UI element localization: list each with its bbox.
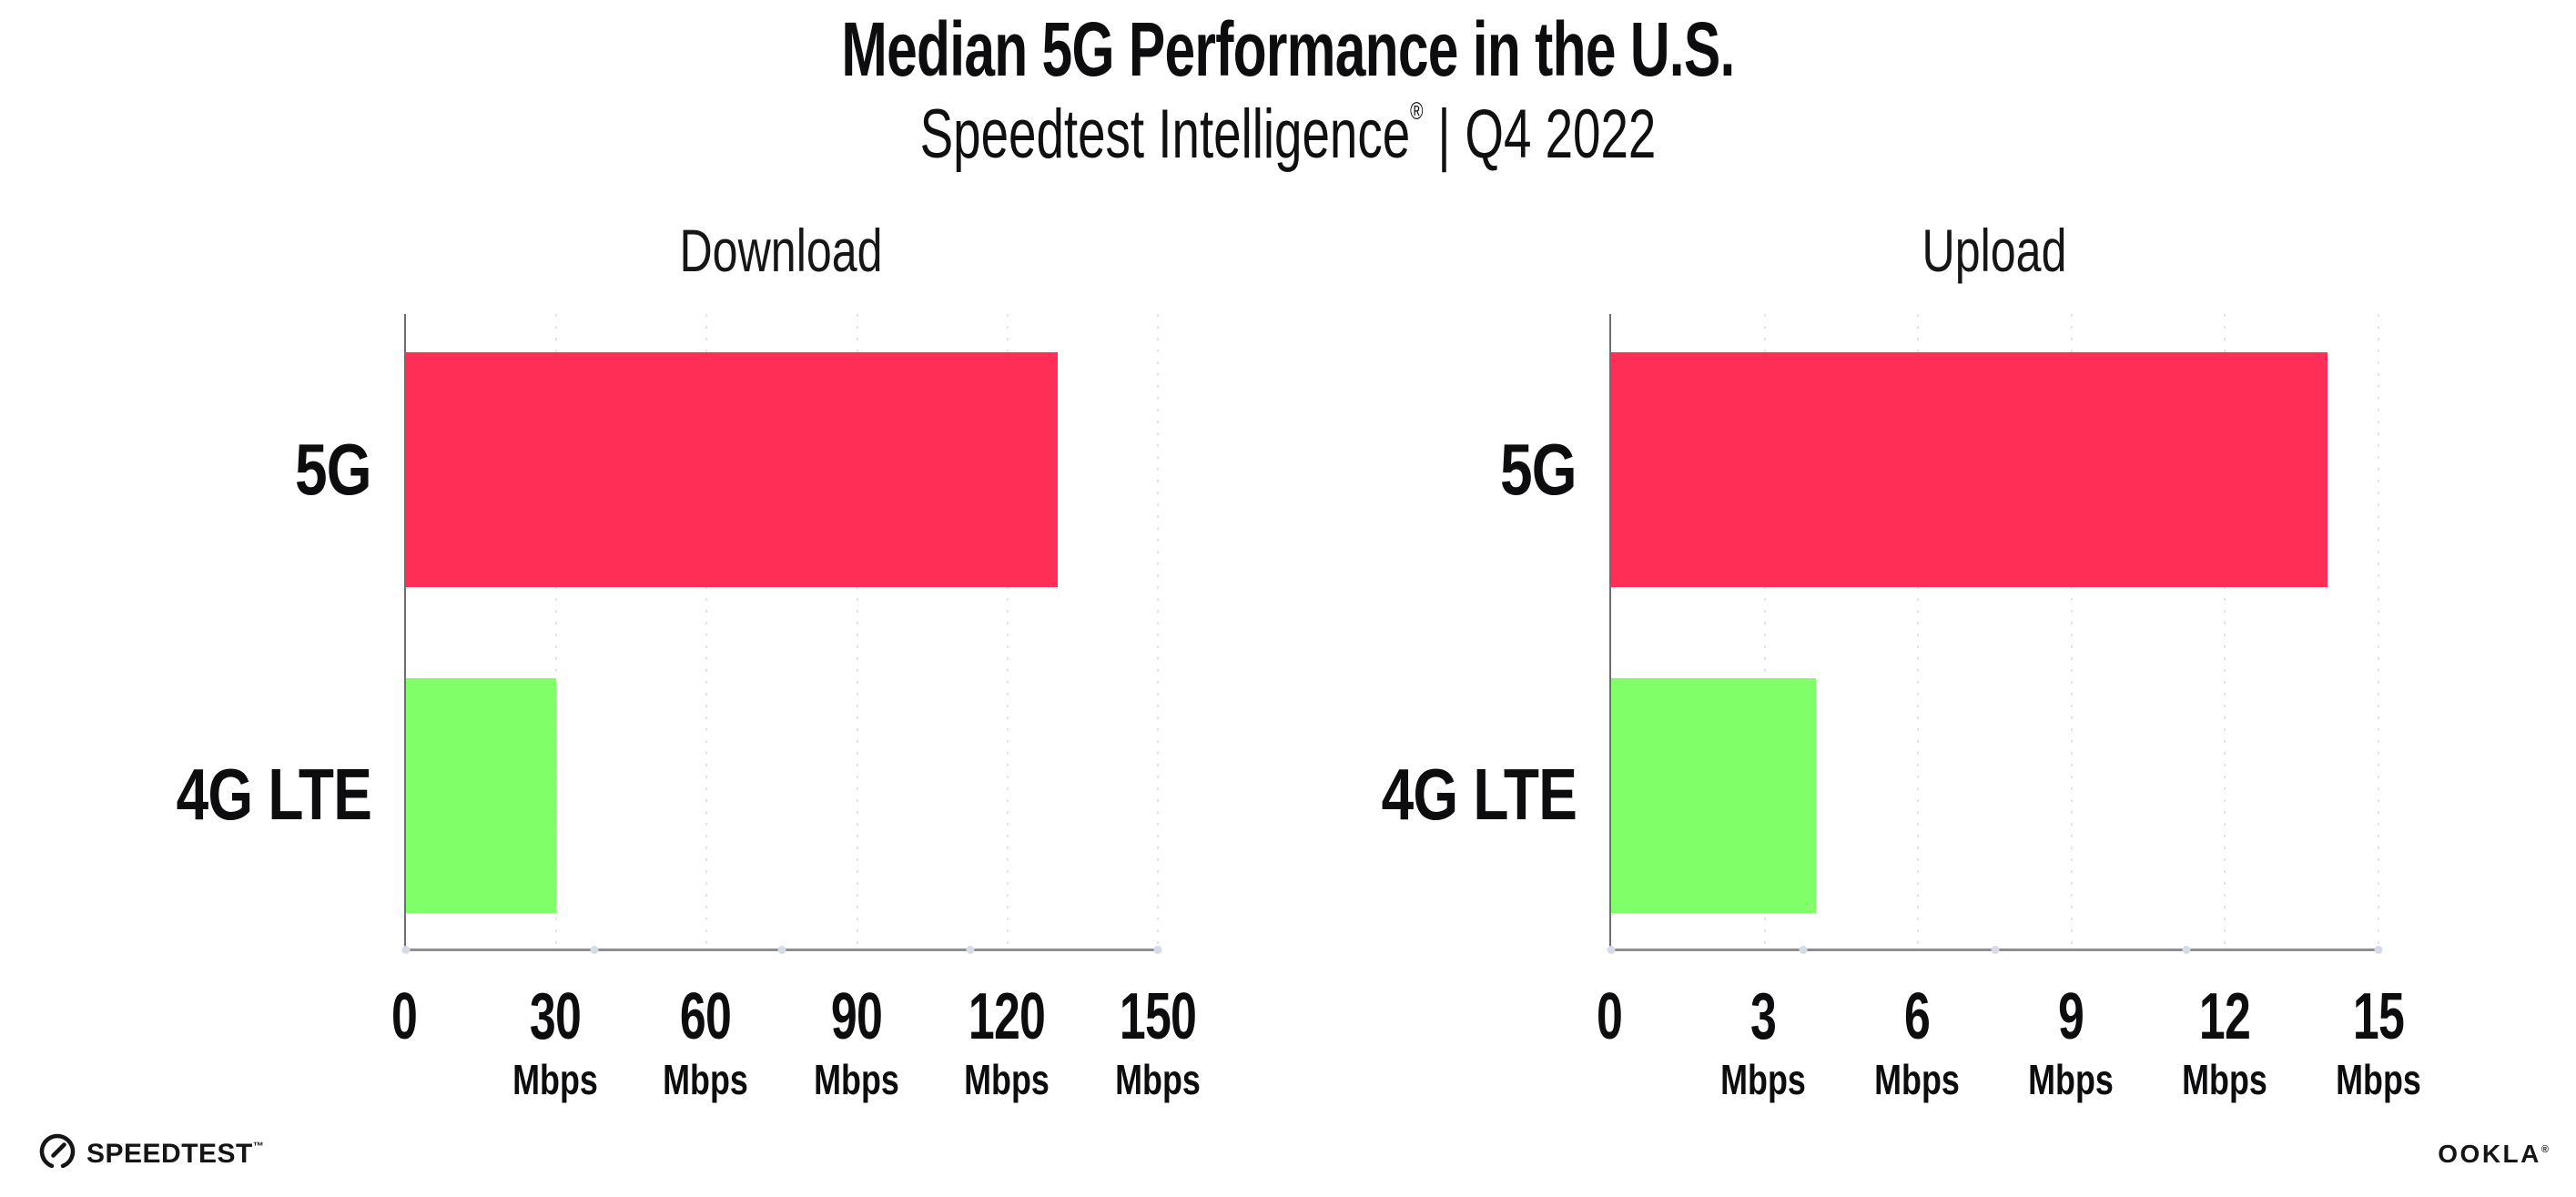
x-tick: 90 Mbps — [802, 984, 911, 1103]
x-tick-unit: Mbps — [663, 1056, 749, 1103]
gridline — [705, 314, 708, 948]
x-tick-value: 3 — [1749, 980, 1777, 1053]
download-x-axis: 0 30 Mbps 60 Mbps 90 Mbps 120 Mbps 150 M… — [391, 951, 1201, 1106]
x-tick: 0 — [386, 984, 421, 1057]
x-tick-value: 150 — [1119, 980, 1197, 1053]
axis-tick-dot — [777, 946, 786, 954]
x-tick-unit: Mbps — [1720, 1056, 1806, 1103]
axis-tick-dot — [1153, 946, 1162, 954]
axis-tick-dot — [1799, 946, 1808, 954]
gridline — [1917, 314, 1920, 948]
download-chart-title: Download — [679, 217, 883, 284]
category-label-4g-lte: 4G LTE — [176, 754, 372, 835]
speedtest-wordmark: SPEEDTEST™ — [86, 1139, 264, 1170]
subtitle-brand: Speedtest Intelligence — [919, 96, 1411, 173]
x-tick-unit: Mbps — [2336, 1056, 2421, 1103]
x-tick-unit: Mbps — [2028, 1056, 2114, 1103]
x-tick: 9 Mbps — [2016, 984, 2125, 1103]
axis-tick-dot — [1607, 946, 1616, 954]
gridline — [1006, 314, 1009, 948]
x-tick-unit: Mbps — [1115, 1056, 1201, 1103]
ookla-wordmark-text: OOKLA — [2438, 1140, 2541, 1168]
speedtest-gauge-icon — [38, 1132, 76, 1175]
page-title: Median 5G Performance in the U.S. — [841, 6, 1735, 92]
gridline — [555, 314, 558, 948]
subtitle-period: Q4 2022 — [1465, 96, 1657, 173]
x-tick-value: 60 — [680, 980, 732, 1053]
axis-tick-dot — [2182, 946, 2191, 954]
axis-tick-dot — [590, 946, 598, 954]
bar-5g-upload — [1611, 352, 2328, 587]
x-tick: 120 Mbps — [952, 984, 1061, 1103]
upload-chart-title: Upload — [1922, 217, 2066, 284]
x-tick-unit: Mbps — [2182, 1056, 2267, 1103]
x-tick-value: 30 — [529, 980, 581, 1053]
bar-5g-download — [406, 352, 1058, 587]
download-chart: Download 5G 4G LTE 0 30 Mbps — [177, 217, 1201, 1102]
chart-subtitle: Speedtest Intelligence® | Q4 2022 — [360, 95, 2216, 174]
x-tick-value: 15 — [2352, 980, 2405, 1053]
x-tick-unit: Mbps — [964, 1056, 1050, 1103]
speedtest-logo: SPEEDTEST™ — [38, 1132, 264, 1175]
x-tick: 3 Mbps — [1709, 984, 1818, 1103]
x-tick: 30 Mbps — [501, 984, 610, 1103]
x-tick-unit: Mbps — [512, 1056, 598, 1103]
gridline — [2224, 314, 2226, 948]
axis-tick-dot — [401, 946, 411, 954]
x-tick: 15 Mbps — [2324, 984, 2433, 1103]
registered-symbol: ® — [2541, 1144, 2549, 1155]
x-tick-value: 9 — [2057, 980, 2084, 1053]
x-tick-unit: Mbps — [1874, 1056, 1960, 1103]
ookla-logo: OOKLA® — [2438, 1140, 2549, 1169]
gridline — [856, 314, 858, 948]
subtitle-divider: | — [1437, 96, 1451, 173]
x-tick: 6 Mbps — [1862, 984, 1972, 1103]
x-tick: 150 Mbps — [1103, 984, 1212, 1103]
category-label-4g-lte: 4G LTE — [1381, 754, 1577, 835]
x-tick-value: 0 — [1596, 980, 1623, 1053]
category-label-5g: 5G — [1500, 429, 1577, 510]
upload-x-axis: 0 3 Mbps 6 Mbps 9 Mbps 12 Mbps 15 Mbps — [1597, 951, 2421, 1106]
x-tick-value: 6 — [1903, 980, 1931, 1053]
x-tick-value: 90 — [830, 980, 883, 1053]
registered-mark: ® — [1410, 97, 1424, 125]
speedtest-wordmark-text: SPEEDTEST — [86, 1138, 253, 1169]
axis-tick-dot — [966, 946, 974, 954]
upload-chart: Upload 5G 4G LTE 0 3 Mbps — [1382, 217, 2421, 1102]
bar-4g-lte-download — [406, 678, 557, 913]
upload-plot-area — [1607, 314, 2383, 954]
x-tick-value: 0 — [390, 980, 418, 1053]
x-tick: 60 Mbps — [651, 984, 760, 1103]
x-tick: 12 Mbps — [2170, 984, 2279, 1103]
axis-tick-dot — [2374, 946, 2383, 954]
trademark-symbol: ™ — [252, 1139, 265, 1152]
gridline — [2378, 314, 2379, 948]
bar-4g-lte-upload — [1611, 678, 1816, 913]
download-plot-area — [401, 314, 1162, 954]
x-tick-value: 12 — [2198, 980, 2251, 1053]
x-tick-value: 120 — [969, 980, 1046, 1053]
axis-tick-dot — [1991, 946, 1999, 954]
gridline — [1157, 314, 1159, 948]
gridline — [1763, 314, 1766, 948]
category-label-5g: 5G — [295, 429, 372, 510]
x-tick: 0 — [1591, 984, 1627, 1057]
x-tick-unit: Mbps — [813, 1056, 899, 1103]
gridline — [2070, 314, 2073, 948]
